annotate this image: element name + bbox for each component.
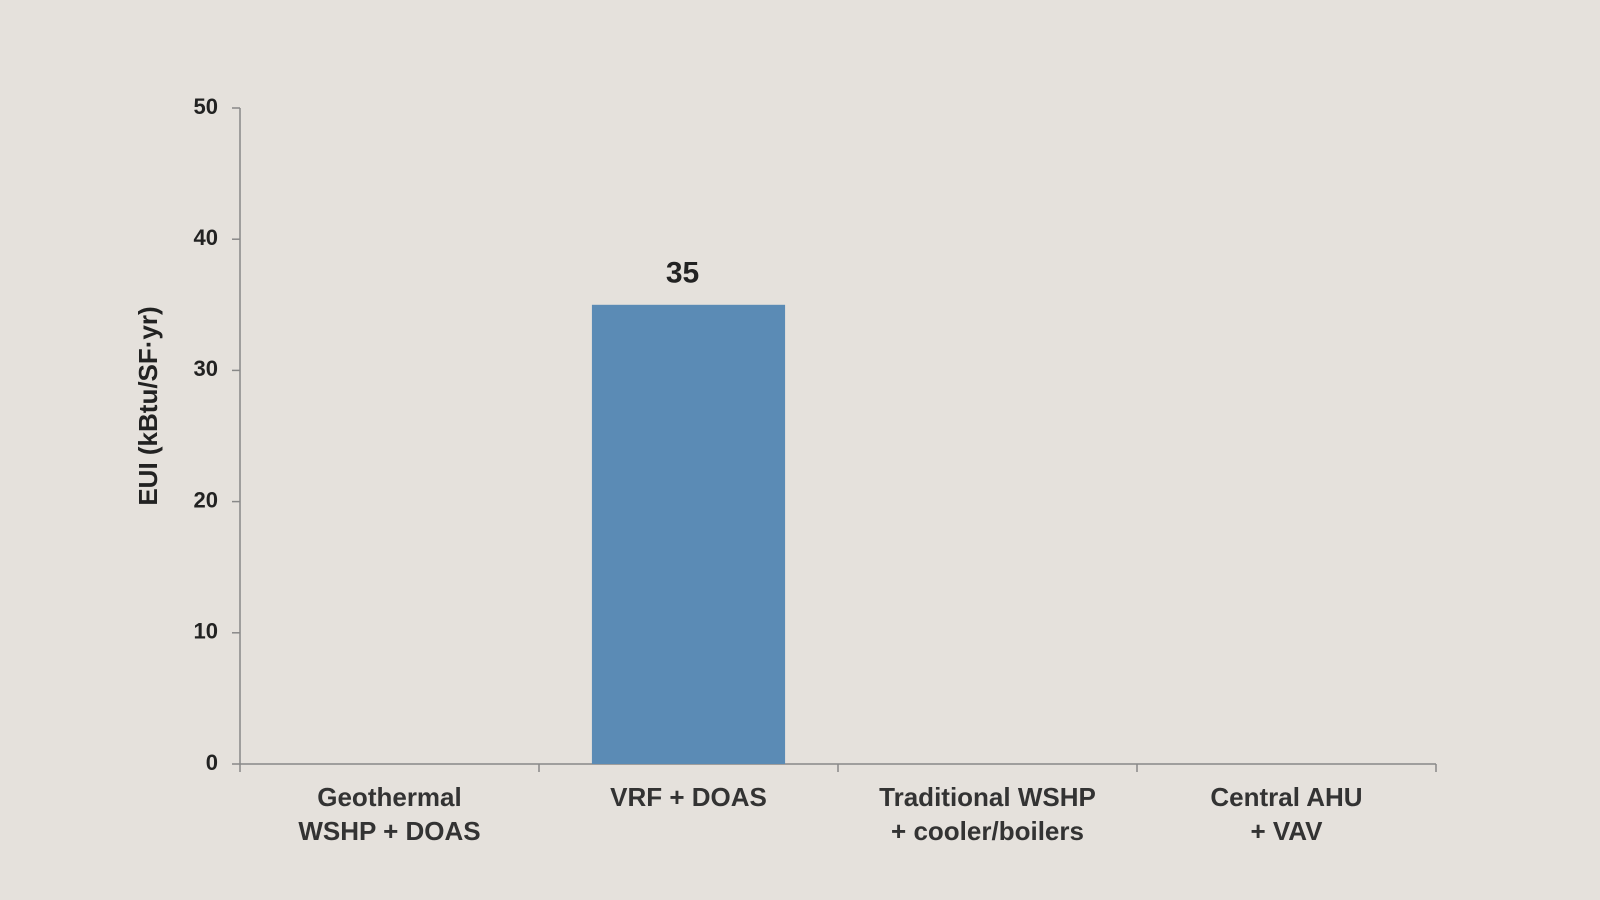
- bar: [591, 304, 786, 764]
- y-tick-label: 0: [206, 750, 218, 775]
- y-tick-label: 10: [194, 619, 218, 644]
- x-tick-label: Central AHU + VAV: [1210, 782, 1363, 846]
- x-tick-label: VRF + DOAS: [610, 782, 767, 812]
- y-tick-label: 30: [194, 356, 218, 381]
- data-label: 35: [666, 257, 699, 290]
- x-tick-label: Traditional WSHP + cooler/boilers: [879, 782, 1096, 846]
- x-tick-label: Geothermal WSHP + DOAS: [298, 782, 481, 846]
- y-tick-label: 40: [194, 225, 218, 250]
- y-tick-label: 50: [194, 94, 218, 119]
- y-tick-label: 20: [194, 487, 218, 512]
- y-axis-label: EUI (kBtu/SF·yr): [133, 306, 163, 505]
